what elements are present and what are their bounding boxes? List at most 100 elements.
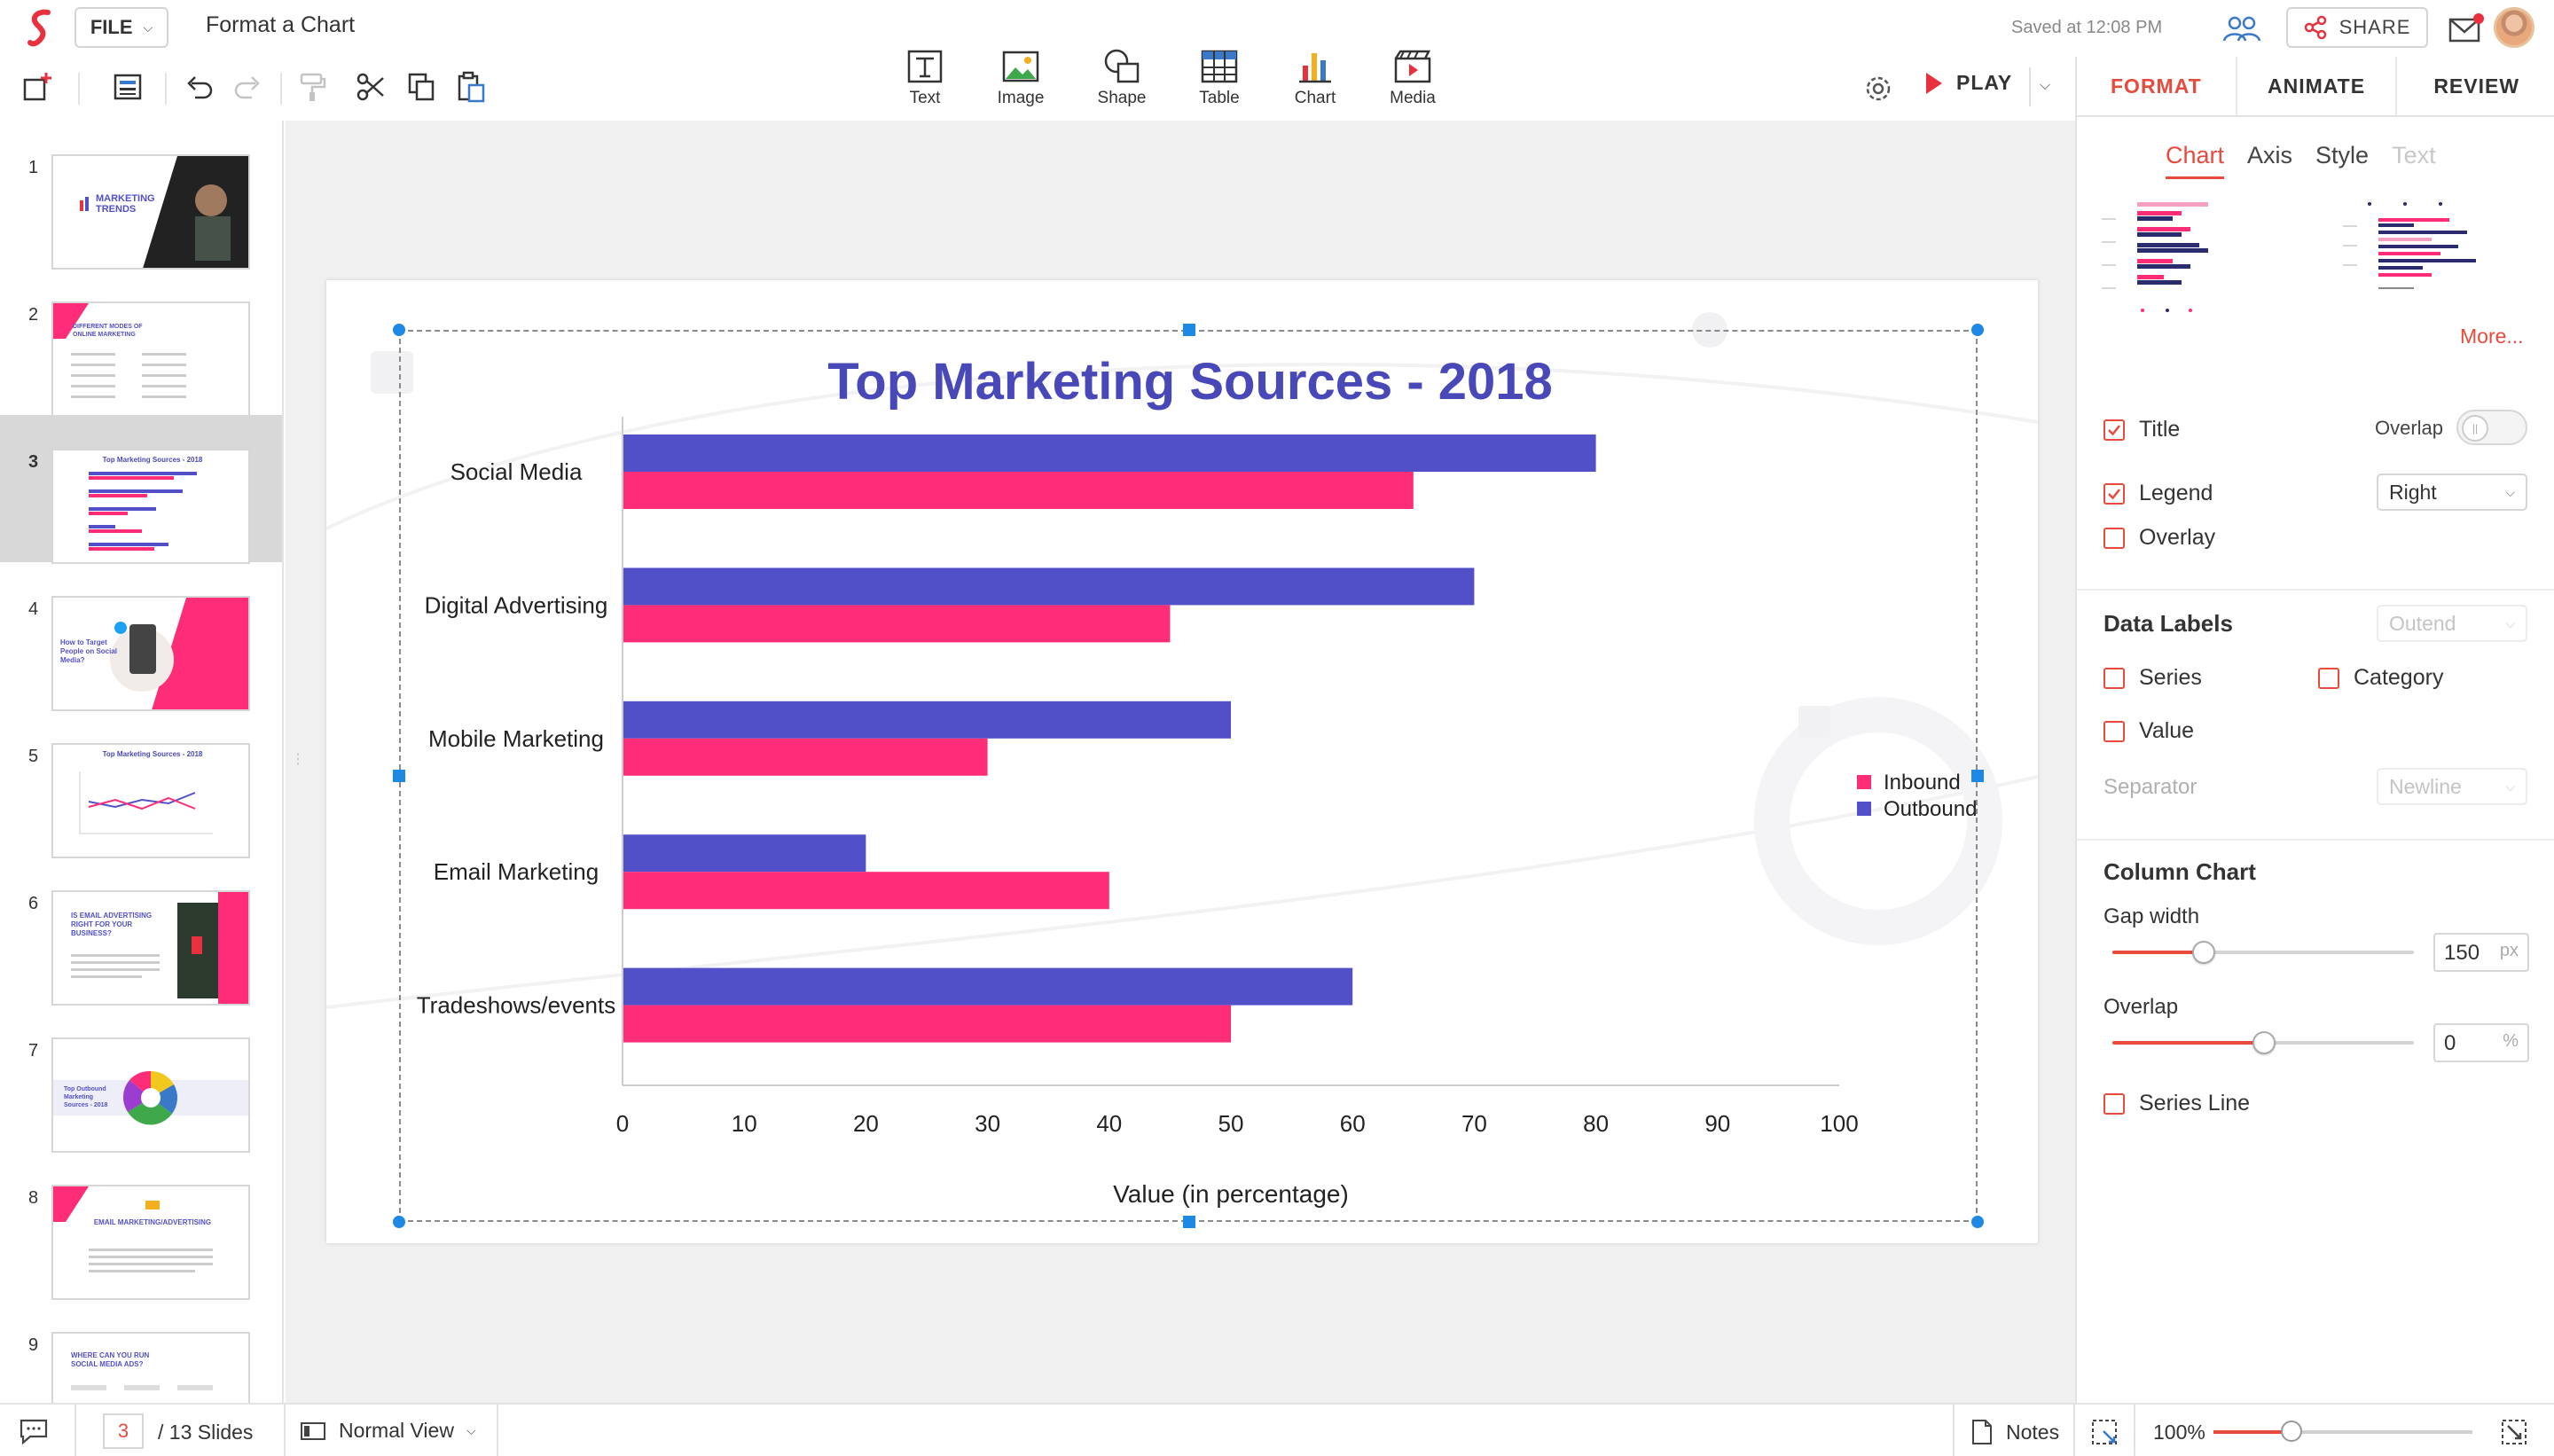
resize-handle-top-left[interactable]: [393, 324, 405, 336]
subtab-style[interactable]: Style: [2315, 142, 2370, 168]
collaborators-icon[interactable]: [2222, 12, 2261, 44]
column-overlap-input[interactable]: 0 %: [2433, 1023, 2529, 1062]
bar-chart[interactable]: Top Marketing Sources - 2018 Social Medi…: [326, 280, 2038, 1243]
subtab-chart[interactable]: Chart: [2166, 142, 2225, 179]
legend-label-inbound[interactable]: Inbound: [1884, 771, 1961, 795]
layout-icon[interactable]: [108, 67, 147, 106]
overlay-option[interactable]: Overlay: [2104, 525, 2215, 551]
slide-thumbnail[interactable]: Top Marketing Sources - 2018: [51, 449, 250, 564]
subtab-axis[interactable]: Axis: [2247, 142, 2293, 168]
share-button[interactable]: SHARE: [2286, 7, 2428, 48]
category-label[interactable]: Digital Advertising: [425, 591, 608, 618]
bar-inbound-3[interactable]: [623, 872, 1109, 910]
fit-selection-icon[interactable]: [2089, 1417, 2119, 1447]
slide-thumbnail[interactable]: How to Target People on Social Media?: [51, 596, 250, 711]
series-line-option[interactable]: Series Line: [2104, 1091, 2250, 1116]
slide-thumbnail-item[interactable]: 8 EMAIL MARKETING/ADVERTISING: [0, 1151, 282, 1300]
chart-style-preview-2[interactable]: [2343, 199, 2520, 323]
chart-selection-frame[interactable]: [399, 330, 1978, 1222]
legend-checkbox[interactable]: [2104, 482, 2125, 505]
insert-shape-button[interactable]: Shape: [1082, 48, 1162, 108]
category-label-checkbox[interactable]: [2318, 667, 2339, 689]
slide-thumbnail-item[interactable]: 1 MARKETING TRENDS: [0, 121, 282, 270]
slide-thumbnail[interactable]: EMAIL MARKETING/ADVERTISING: [51, 1185, 250, 1300]
new-slide-icon[interactable]: [18, 67, 57, 106]
resize-handle-top[interactable]: [1183, 324, 1195, 336]
panel-resize-handle[interactable]: ⋮: [291, 752, 305, 767]
value-label-checkbox[interactable]: [2104, 720, 2125, 742]
category-label[interactable]: Tradeshows/events: [417, 992, 615, 1019]
tab-animate[interactable]: ANIMATE: [2237, 57, 2398, 115]
legend-option[interactable]: Legend: [2104, 481, 2213, 506]
bar-outbound-1[interactable]: [623, 568, 1475, 606]
insert-image-button[interactable]: Image: [981, 48, 1061, 108]
zoom-slider[interactable]: [2213, 1421, 2472, 1442]
resize-handle-right[interactable]: [1971, 770, 1984, 782]
slide-thumbnail-item[interactable]: 6 IS EMAIL ADVERTISING RIGHT FOR YOUR BU…: [0, 857, 282, 1006]
app-logo-icon[interactable]: [25, 9, 57, 48]
slide-thumbnail[interactable]: DIFFERENT MODES OF ONLINE MARKETING: [51, 301, 250, 417]
resize-handle-top-right[interactable]: [1971, 324, 1984, 336]
fit-to-screen-icon[interactable]: [2499, 1417, 2529, 1447]
slide-thumbnail-item[interactable]: 7 Top Outbound Marketing Sources - 2018: [0, 1004, 282, 1153]
slide-thumbnail[interactable]: IS EMAIL ADVERTISING RIGHT FOR YOUR BUSI…: [51, 890, 250, 1006]
bar-inbound-0[interactable]: [623, 472, 1414, 509]
slide-thumbnail[interactable]: Top Outbound Marketing Sources - 2018: [51, 1037, 250, 1153]
document-title[interactable]: Format a Chart: [206, 12, 356, 37]
series-label-option[interactable]: Series: [2104, 665, 2202, 691]
category-label[interactable]: Social Media: [450, 458, 583, 485]
slideshow-settings-icon[interactable]: [1861, 71, 1896, 106]
title-overlap-toggle[interactable]: ||: [2456, 410, 2527, 445]
bar-inbound-2[interactable]: [623, 738, 988, 776]
view-mode-selector[interactable]: Normal View ⌵: [300, 1419, 476, 1443]
resize-handle-bottom-right[interactable]: [1971, 1216, 1984, 1228]
bar-inbound-1[interactable]: [623, 605, 1171, 643]
value-label-option[interactable]: Value: [2104, 718, 2194, 744]
play-options-chevron-icon[interactable]: ⌵: [2040, 78, 2051, 93]
zoom-level[interactable]: 100%: [2153, 1421, 2205, 1444]
tab-format[interactable]: FORMAT: [2077, 57, 2237, 115]
title-option[interactable]: Title: [2104, 417, 2180, 442]
chart-style-preview-1[interactable]: [2102, 199, 2279, 323]
cut-icon[interactable]: [351, 67, 390, 106]
notification-icon[interactable]: [2448, 12, 2485, 44]
slide-thumbnail-item[interactable]: 5 Top Marketing Sources - 2018: [0, 709, 282, 858]
gap-width-input[interactable]: 150 px: [2433, 933, 2529, 972]
resize-handle-left[interactable]: [393, 770, 405, 782]
play-button[interactable]: PLAY: [1926, 71, 2012, 95]
slide-thumbnail[interactable]: WHERE CAN YOU RUN SOCIAL MEDIA ADS?: [51, 1332, 250, 1403]
undo-icon[interactable]: [179, 67, 218, 106]
bar-inbound-4[interactable]: [623, 1005, 1231, 1043]
user-avatar[interactable]: [2494, 7, 2534, 48]
overlay-checkbox[interactable]: [2104, 527, 2125, 549]
bar-outbound-4[interactable]: [623, 967, 1353, 1006]
slide-thumbnail-item[interactable]: 9 WHERE CAN YOU RUN SOCIAL MEDIA ADS?: [0, 1298, 282, 1403]
resize-handle-bottom[interactable]: [1183, 1216, 1195, 1228]
comments-icon[interactable]: [18, 1417, 50, 1445]
gap-width-slider-thumb[interactable]: [2192, 941, 2215, 964]
file-menu-button[interactable]: FILE ⌵: [74, 7, 168, 48]
more-chart-styles-link[interactable]: More...: [2460, 325, 2524, 348]
title-checkbox[interactable]: [2104, 419, 2125, 441]
category-label[interactable]: Mobile Marketing: [428, 725, 604, 752]
legend-position-select[interactable]: Right ⌵: [2377, 474, 2527, 511]
slide-thumbnail[interactable]: MARKETING TRENDS: [51, 154, 250, 270]
copy-icon[interactable]: [403, 67, 442, 106]
format-painter-icon[interactable]: [293, 67, 332, 106]
tab-review[interactable]: REVIEW: [2433, 74, 2520, 98]
notes-toggle[interactable]: Notes: [1970, 1419, 2059, 1445]
column-overlap-slider-thumb[interactable]: [2252, 1031, 2276, 1054]
current-slide[interactable]: Top Marketing Sources - 2018 Social Medi…: [326, 280, 2038, 1243]
category-label[interactable]: Email Marketing: [434, 858, 599, 885]
zoom-slider-thumb[interactable]: [2281, 1421, 2302, 1442]
series-label-checkbox[interactable]: [2104, 667, 2125, 689]
gap-width-slider[interactable]: [2112, 941, 2414, 964]
legend-label-outbound[interactable]: Outbound: [1884, 797, 1977, 821]
redo-icon[interactable]: [229, 67, 268, 106]
column-overlap-slider[interactable]: [2112, 1031, 2414, 1054]
insert-table-button[interactable]: Table: [1179, 48, 1259, 108]
slide-thumbnail-item-selected[interactable]: 3 Top Marketing Sources - 2018: [0, 415, 282, 564]
series-line-checkbox[interactable]: [2104, 1092, 2125, 1115]
slide-thumbnail-item[interactable]: 2 DIFFERENT MODES OF ONLINE MARKETING: [0, 268, 282, 417]
paste-icon[interactable]: [452, 67, 491, 106]
